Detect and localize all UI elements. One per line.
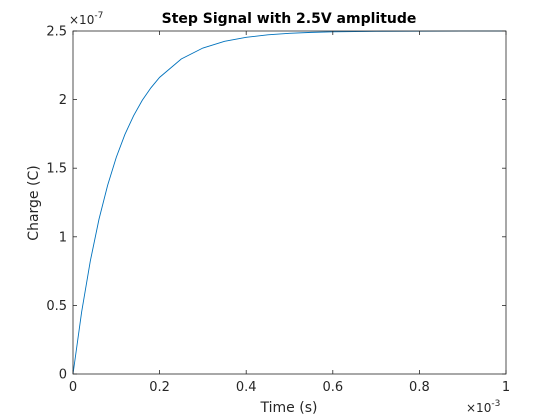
y-tick-label: 2.5 <box>46 25 67 40</box>
x-tick-label: 0.4 <box>236 380 257 395</box>
chart-title: Step Signal with 2.5V amplitude <box>162 11 417 27</box>
y-tick-label: 0.5 <box>46 299 67 314</box>
y-tick-label: 2 <box>59 93 67 108</box>
x-axis-multiplier: ×10-3 <box>466 399 500 415</box>
x-tick-label: 1 <box>502 380 510 395</box>
plot-area: 0 0.2 0.4 0.6 0.8 1 0 0.5 1 1.5 2 2.5 <box>46 25 510 396</box>
x-tick-label: 0.2 <box>149 380 170 395</box>
y-axis-multiplier: ×10-7 <box>69 11 103 27</box>
y-axis-multiplier-exponent: -7 <box>94 11 103 21</box>
x-tick-label: 0 <box>69 380 77 395</box>
x-axis-title: Time (s) <box>260 400 318 416</box>
axes-box <box>72 30 507 375</box>
x-axis-multiplier-exponent: -3 <box>491 399 500 409</box>
y-tick-label: 0 <box>59 368 67 383</box>
y-tick-label: 1 <box>59 230 67 245</box>
x-tick-label: 0.8 <box>409 380 430 395</box>
axes-background <box>73 31 506 374</box>
y-axis-multiplier-base: ×10 <box>69 13 94 27</box>
x-axis-multiplier-base: ×10 <box>466 401 491 415</box>
x-tick-label: 0.6 <box>322 380 343 395</box>
charge-series-line <box>72 30 506 375</box>
y-tick-label: 1.5 <box>46 162 67 177</box>
y-axis-title: Charge (C) <box>26 165 42 240</box>
